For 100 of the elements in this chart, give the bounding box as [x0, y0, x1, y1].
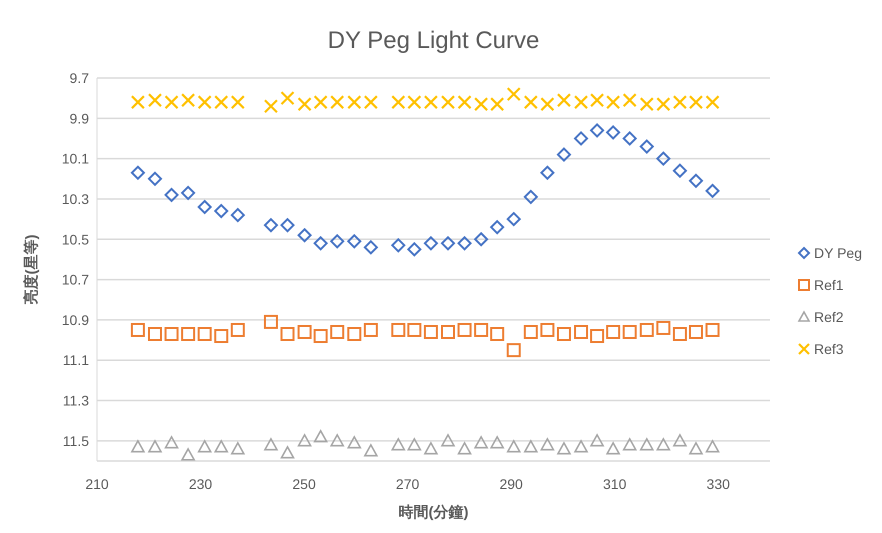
point	[590, 434, 604, 446]
point	[524, 95, 538, 110]
point	[264, 438, 278, 450]
point	[706, 322, 720, 337]
point	[330, 434, 344, 446]
point	[264, 218, 278, 232]
point	[330, 324, 344, 339]
point	[524, 440, 538, 452]
point	[606, 125, 620, 140]
point	[330, 234, 344, 248]
point	[298, 434, 312, 446]
point	[556, 93, 572, 108]
point	[214, 440, 228, 452]
legend-label: Ref1	[814, 277, 844, 293]
point	[656, 320, 670, 335]
point	[424, 95, 438, 110]
point	[264, 314, 278, 329]
x-tick-label: 330	[706, 476, 730, 492]
point	[672, 95, 688, 110]
point	[391, 438, 406, 450]
point	[391, 322, 406, 337]
x-tick-label: 290	[499, 476, 524, 492]
point	[557, 442, 571, 455]
y-tick-label: 10.5	[62, 231, 90, 248]
point	[706, 440, 720, 452]
y-tick-label: 10.3	[62, 190, 90, 207]
point	[347, 327, 362, 342]
point	[705, 95, 720, 110]
point	[148, 440, 162, 452]
point	[364, 444, 378, 457]
point	[424, 324, 438, 339]
y-tick-label: 10.1	[62, 150, 90, 167]
y-axis-title: 亮度(星等)	[22, 234, 40, 306]
point	[673, 434, 687, 446]
point	[688, 95, 704, 110]
point	[457, 95, 472, 110]
point	[214, 95, 228, 110]
point	[164, 95, 179, 110]
point	[164, 188, 179, 202]
x-axis-title: 時間(分鐘)	[398, 504, 468, 521]
point	[148, 327, 162, 342]
point	[424, 236, 438, 250]
point	[347, 234, 362, 248]
point	[640, 140, 654, 154]
point	[606, 324, 620, 339]
point	[131, 440, 145, 452]
y-tick-label: 9.7	[70, 70, 90, 86]
point	[556, 148, 571, 162]
point	[490, 97, 504, 112]
point	[524, 324, 538, 339]
point	[198, 327, 212, 342]
point	[214, 329, 228, 344]
point	[407, 95, 422, 110]
y-tick-label: 11.1	[62, 352, 90, 368]
point	[474, 232, 488, 246]
point	[640, 322, 654, 337]
point	[364, 95, 378, 110]
point	[524, 190, 538, 204]
point	[441, 434, 455, 446]
point	[298, 324, 312, 339]
point	[622, 93, 637, 108]
point	[540, 322, 554, 337]
point	[622, 324, 637, 339]
point	[506, 440, 521, 452]
point	[440, 236, 455, 250]
y-tick-label: 9.9	[70, 110, 90, 126]
point	[540, 438, 554, 450]
point	[656, 438, 670, 450]
point	[458, 322, 472, 337]
point	[130, 166, 145, 180]
point	[364, 240, 378, 254]
y-tick-label: 10.7	[62, 272, 90, 288]
point	[280, 218, 295, 232]
x-tick-label: 250	[292, 476, 316, 492]
legend-label: Ref2	[814, 309, 844, 325]
point	[181, 448, 195, 461]
point	[298, 228, 312, 242]
point	[656, 152, 670, 166]
point	[458, 236, 472, 250]
point	[230, 322, 245, 337]
point	[280, 446, 294, 459]
legend-label: DY Peg	[814, 245, 862, 261]
point	[130, 95, 145, 110]
point	[672, 327, 687, 342]
point	[198, 440, 212, 452]
point	[347, 95, 362, 110]
point	[347, 436, 362, 448]
point	[130, 322, 145, 337]
point	[440, 95, 456, 110]
point	[231, 442, 245, 455]
point	[148, 172, 162, 186]
point	[314, 430, 328, 442]
point	[688, 324, 703, 339]
point	[689, 442, 703, 455]
point	[364, 322, 378, 337]
point	[622, 438, 637, 450]
point	[314, 329, 328, 344]
point	[590, 93, 604, 108]
point	[622, 131, 637, 146]
point	[606, 442, 620, 455]
